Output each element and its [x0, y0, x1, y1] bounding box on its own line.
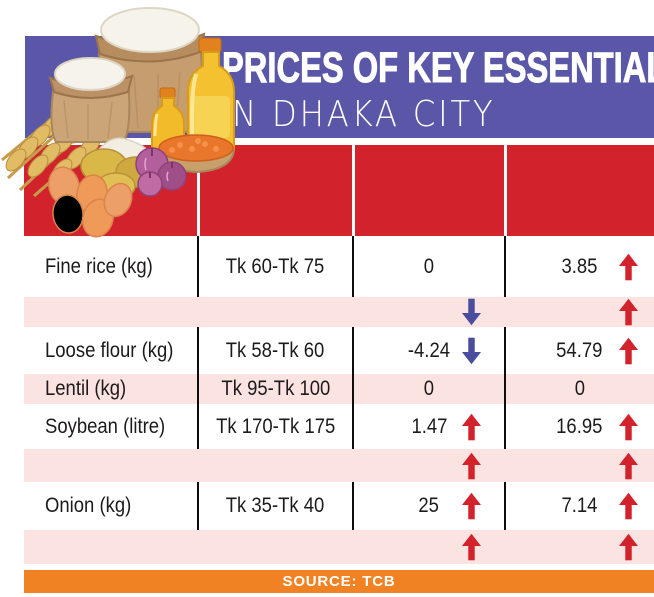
prices-table: Fine rice (kg) Tk 60-Tk 75 0 3.85 Loose … — [24, 145, 654, 593]
price-range: Tk 170-Tk 175 — [215, 414, 336, 438]
header-divider-line — [197, 145, 200, 236]
up-arrow-icon — [462, 492, 481, 520]
page-subtitle: N DHAKA CITY — [232, 94, 496, 135]
flour-sack-icon — [48, 57, 134, 143]
column-divider-line — [352, 236, 354, 297]
source-label: SOURCE: TCB — [282, 573, 396, 590]
up-arrow-icon — [619, 492, 638, 520]
change-b-value: 0 — [574, 377, 585, 400]
price-range: Tk 60-Tk 75 — [226, 254, 325, 278]
item-label: Lentil (kg) — [45, 377, 127, 400]
down-arrow-icon — [462, 337, 481, 364]
table-row-loose-flour: Loose flour (kg) Tk 58-Tk 60 -4.24 54.79 — [24, 327, 654, 374]
item-label: Fine rice (kg) — [45, 254, 153, 278]
column-divider-line — [504, 482, 506, 530]
column-divider-line — [197, 327, 199, 449]
change-a-value: 1.47 — [411, 414, 447, 438]
column-divider-line — [504, 327, 506, 449]
change-a-value: 25 — [418, 494, 440, 517]
header-cell-change-a — [353, 145, 505, 236]
column-divider-line — [197, 482, 199, 530]
table-row-onion: Onion (kg) Tk 35-Tk 40 25 7.14 — [24, 482, 654, 530]
table-bottom-gap — [24, 564, 654, 570]
up-arrow-icon — [462, 533, 481, 561]
header-divider-line — [352, 145, 355, 236]
table-row-lentil: Lentil (kg) Tk 95-Tk 100 0 0 — [24, 374, 654, 404]
up-arrow-icon — [462, 452, 481, 479]
oil-bottles-icon — [151, 37, 235, 159]
header-divider-line — [504, 145, 507, 236]
down-arrow-icon — [462, 298, 481, 326]
table-spacer-row — [24, 297, 654, 327]
source-bar: SOURCE: TCB — [24, 570, 654, 593]
item-label: Soybean (litre) — [45, 414, 166, 438]
column-divider-line — [197, 236, 199, 297]
column-divider-line — [352, 482, 354, 530]
page-title: PRICES OF KEY ESSENTIALS — [222, 44, 654, 92]
change-a-value: 0 — [423, 377, 435, 400]
up-arrow-icon — [619, 337, 638, 364]
column-divider-line — [504, 236, 506, 297]
change-b-value: 3.85 — [561, 254, 598, 278]
change-a-value: -4.24 — [407, 338, 451, 362]
food-collage-image — [1, 7, 236, 238]
table-row-soybean: Soybean (litre) Tk 170-Tk 175 1.47 16.95 — [24, 404, 654, 449]
price-range: Tk 58-Tk 60 — [226, 338, 325, 362]
eggs-icon — [47, 166, 133, 238]
up-arrow-icon — [619, 413, 638, 440]
onions-icon — [135, 147, 187, 197]
table-spacer-row — [24, 530, 654, 564]
item-label: Loose flour (kg) — [45, 338, 174, 362]
change-a-value: 0 — [423, 254, 435, 278]
table-row-fine-rice: Fine rice (kg) Tk 60-Tk 75 0 3.85 — [24, 236, 654, 297]
change-b-value: 54.79 — [556, 338, 603, 362]
column-divider-line — [352, 327, 354, 449]
up-arrow-icon — [619, 253, 638, 280]
change-b-value: 7.14 — [561, 494, 598, 517]
price-range: Tk 95-Tk 100 — [221, 377, 330, 400]
header-cell-change-b — [505, 145, 654, 236]
up-arrow-icon — [619, 533, 638, 561]
up-arrow-icon — [619, 452, 638, 479]
change-b-value: 16.95 — [556, 414, 603, 438]
up-arrow-icon — [462, 413, 481, 440]
price-range: Tk 35-Tk 40 — [226, 494, 325, 517]
table-spacer-row — [24, 449, 654, 482]
item-label: Onion (kg) — [45, 494, 132, 517]
up-arrow-icon — [619, 298, 638, 326]
